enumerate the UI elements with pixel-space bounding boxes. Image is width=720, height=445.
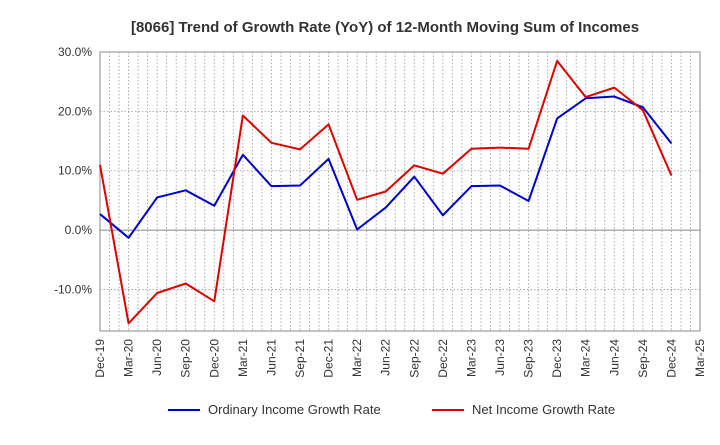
- x-tick-label: Jun-24: [607, 339, 621, 376]
- x-tick-label: Mar-21: [236, 339, 250, 377]
- x-tick-label: Dec-20: [207, 339, 221, 378]
- y-tick-label: 30.0%: [58, 45, 92, 59]
- y-tick-label: -10.0%: [54, 282, 92, 296]
- y-tick-label: 20.0%: [58, 104, 92, 118]
- x-tick-label: Sep-23: [522, 339, 536, 378]
- x-tick-label: Jun-21: [264, 339, 278, 376]
- grid-layer: [99, 51, 701, 332]
- x-tick-label: Mar-23: [464, 339, 478, 377]
- x-tick-label: Sep-22: [407, 339, 421, 378]
- x-tick-label: Mar-24: [579, 339, 593, 377]
- x-tick-label: Sep-24: [636, 339, 650, 378]
- x-tick-label: Mar-22: [350, 339, 364, 377]
- x-tick-label: Jun-22: [379, 339, 393, 376]
- x-tick-label: Dec-19: [93, 339, 107, 378]
- y-tick-label: 0.0%: [65, 223, 93, 237]
- x-tick-label: Jun-20: [150, 339, 164, 376]
- x-tick-label: Jun-23: [493, 339, 507, 376]
- axis-layer: 30.0% 20.0% 10.0% 0.0% -10.0% Dec-19 Mar-20 Jun…: [54, 45, 707, 378]
- x-tick-label: Dec-21: [322, 339, 336, 378]
- x-tick-label: Sep-20: [179, 339, 193, 378]
- x-tick-label: Mar-20: [122, 339, 136, 377]
- legend: Ordinary Income Growth Rate Net Income Gr…: [168, 402, 615, 417]
- plot-frame: [99, 51, 701, 332]
- legend-ordinary-income-label: Ordinary Income Growth Rate: [208, 402, 381, 417]
- series-line-ordinary-income: [99, 95, 673, 239]
- legend-net-income-label: Net Income Growth Rate: [472, 402, 615, 417]
- x-tick-label: Dec-24: [664, 339, 678, 378]
- x-tick-label: Dec-22: [436, 339, 450, 378]
- x-tick-label: Mar-25: [693, 339, 707, 377]
- chart-title: [8066] Trend of Growth Rate (YoY) of 12-…: [131, 19, 639, 36]
- series-line-net-income: [99, 59, 673, 325]
- y-tick-label: 10.0%: [58, 164, 92, 178]
- x-tick-label: Dec-23: [550, 339, 564, 378]
- series-layer: [99, 59, 673, 325]
- x-tick-label: Sep-21: [293, 339, 307, 378]
